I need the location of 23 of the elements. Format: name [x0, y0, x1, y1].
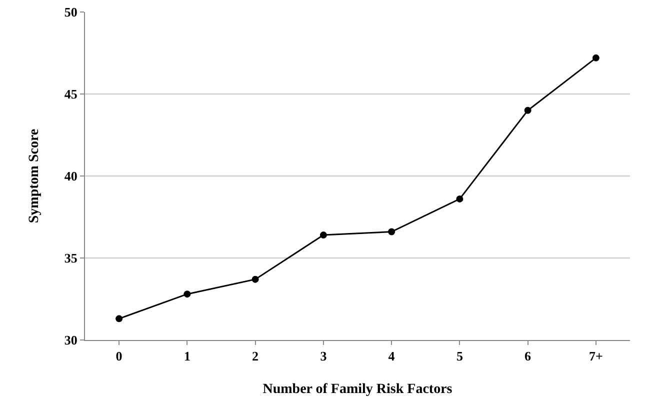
point [184, 290, 191, 298]
x-tick-label: 7+ [588, 348, 603, 364]
x-tick-label: 2 [252, 348, 259, 364]
y-tick-label: 40 [64, 168, 78, 184]
point [388, 228, 396, 236]
y-tick-label: 35 [64, 250, 78, 266]
point [116, 315, 123, 322]
x-tick-label: 5 [456, 348, 464, 364]
x-axis-title: Number of Family Risk Factors [262, 382, 453, 397]
point [592, 54, 600, 62]
x-tick-label: 1 [184, 348, 190, 364]
y-tick-label: 50 [64, 4, 78, 20]
x-tick-label: 4 [388, 348, 396, 364]
point [456, 195, 464, 202]
point [524, 106, 532, 114]
point [320, 232, 327, 239]
x-tick-label: 0 [116, 348, 122, 364]
y-tick-label: 30 [64, 332, 78, 348]
point [252, 276, 259, 283]
y-tick-label: 45 [64, 86, 78, 102]
y-axis-title: Symptom Score [27, 128, 42, 224]
x-tick-label: 3 [320, 348, 328, 364]
x-tick-label: 6 [524, 348, 532, 364]
